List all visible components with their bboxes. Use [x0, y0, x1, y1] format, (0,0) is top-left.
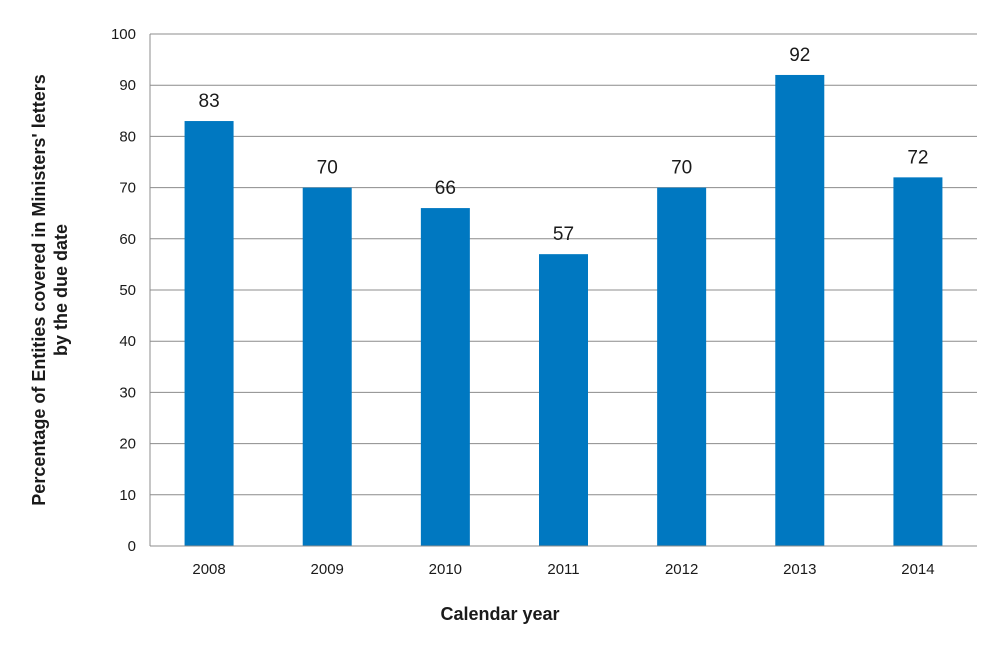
bars [184, 74, 943, 547]
y-axis-title-line-2: by the due date [51, 224, 71, 356]
x-tick-label: 2012 [665, 561, 698, 578]
y-tick-label: 50 [119, 282, 136, 299]
y-tick-label: 100 [111, 26, 136, 43]
y-axis-title-line-1: Percentage of Entities covered in Minist… [29, 74, 49, 505]
x-axis-tick-labels: 2008 2009 2010 2011 2012 2013 2014 [192, 561, 934, 578]
x-axis-title: Calendar year [440, 604, 559, 624]
data-labels: 83 70 66 57 70 92 72 [199, 45, 929, 245]
data-label-2008: 83 [199, 91, 220, 112]
bar-2011 [539, 254, 588, 546]
bar-2013 [775, 74, 825, 547]
x-tick-label: 2014 [901, 561, 934, 578]
y-tick-label: 70 [119, 180, 136, 197]
y-tick-label: 10 [119, 487, 136, 504]
x-tick-label: 2010 [429, 561, 462, 578]
data-label-2011: 57 [553, 224, 574, 245]
bar-2010 [420, 208, 470, 546]
data-label-2009: 70 [317, 158, 338, 179]
x-tick-label: 2013 [783, 561, 816, 578]
x-tick-label: 2011 [547, 561, 579, 578]
y-tick-label: 0 [128, 538, 136, 555]
data-label-2013: 92 [789, 45, 810, 66]
y-tick-label: 90 [119, 77, 136, 94]
data-label-2012: 70 [671, 158, 692, 179]
y-tick-label: 20 [119, 436, 136, 453]
x-tick-label: 2008 [192, 561, 225, 578]
y-tick-label: 40 [119, 333, 136, 350]
y-tick-label: 30 [119, 384, 136, 401]
bar-2012 [657, 187, 707, 546]
y-tick-label: 60 [119, 231, 136, 248]
bar-2009 [302, 187, 352, 546]
y-axis-title: Percentage of Entities covered in Minist… [29, 74, 71, 505]
bar-2008 [184, 121, 234, 546]
data-label-2014: 72 [907, 147, 928, 168]
bar-2014 [893, 177, 943, 547]
data-label-2010: 66 [435, 178, 456, 199]
y-tick-label: 80 [119, 128, 136, 145]
x-tick-label: 2009 [311, 561, 344, 578]
y-axis-tick-labels: 0 10 20 30 40 50 60 70 80 90 100 [111, 26, 136, 555]
